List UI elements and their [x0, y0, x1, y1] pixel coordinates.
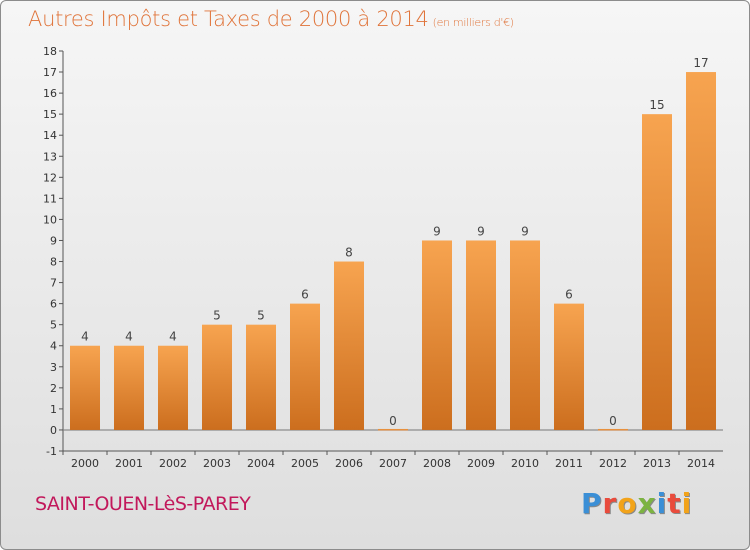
- data-label: 4: [125, 330, 133, 344]
- y-tick-label: 17: [43, 66, 57, 79]
- y-tick-label: 5: [50, 319, 57, 332]
- logo-letter: x: [637, 487, 657, 520]
- x-tick-label: 2009: [467, 457, 495, 470]
- logo-letter: o: [617, 487, 638, 520]
- data-label: 0: [609, 414, 617, 428]
- logo-letter: t: [667, 487, 682, 520]
- data-label: 15: [649, 98, 664, 112]
- bar[interactable]: [598, 428, 628, 431]
- y-tick-label: 6: [50, 298, 57, 311]
- x-tick-label: 2006: [335, 457, 363, 470]
- proxiti-logo[interactable]: Proxiti: [581, 487, 692, 520]
- bar[interactable]: [158, 345, 188, 430]
- y-tick-label: 1: [50, 403, 57, 416]
- y-tick-label: 8: [50, 256, 57, 269]
- x-tick-label: 2012: [599, 457, 627, 470]
- bar[interactable]: [334, 261, 364, 430]
- bar[interactable]: [70, 345, 100, 430]
- data-label: 4: [81, 330, 89, 344]
- x-tick-label: 2007: [379, 457, 407, 470]
- data-label: 4: [169, 330, 177, 344]
- data-label: 5: [213, 309, 221, 323]
- y-tick-label: 11: [43, 192, 57, 205]
- x-tick-label: 2010: [511, 457, 539, 470]
- y-tick-label: 18: [43, 45, 57, 58]
- bar[interactable]: [686, 72, 716, 430]
- data-label: 6: [301, 288, 309, 302]
- x-tick-label: 2004: [247, 457, 275, 470]
- y-tick-label: 4: [50, 340, 57, 353]
- logo-letter: P: [581, 487, 603, 520]
- bar[interactable]: [510, 240, 540, 430]
- x-tick-label: 2000: [71, 457, 99, 470]
- data-label: 9: [521, 224, 529, 238]
- data-label: 0: [389, 414, 397, 428]
- y-tick-label: 12: [43, 171, 57, 184]
- x-tick-label: 2008: [423, 457, 451, 470]
- y-tick-label: 13: [43, 150, 57, 163]
- y-tick-label: 14: [43, 129, 57, 142]
- x-tick-label: 2001: [115, 457, 143, 470]
- logo-letter: i: [656, 487, 668, 520]
- y-tick-label: 16: [43, 87, 57, 100]
- x-tick-label: 2003: [203, 457, 231, 470]
- y-tick-label: 3: [50, 361, 57, 374]
- bar[interactable]: [422, 240, 452, 430]
- bar[interactable]: [202, 324, 232, 430]
- data-label: 8: [345, 246, 353, 260]
- x-tick-label: 2002: [159, 457, 187, 470]
- bar[interactable]: [290, 303, 320, 430]
- y-tick-label: 10: [43, 213, 57, 226]
- bar[interactable]: [246, 324, 276, 430]
- bar[interactable]: [642, 114, 672, 430]
- x-tick-label: 2005: [291, 457, 319, 470]
- x-tick-label: 2011: [555, 457, 583, 470]
- y-tick-label: 9: [50, 234, 57, 247]
- y-tick-label: 0: [50, 424, 57, 437]
- bar[interactable]: [378, 428, 408, 431]
- data-label: 6: [565, 288, 573, 302]
- y-tick-label: 2: [50, 382, 57, 395]
- chart-title: Autres Impôts et Taxes de 2000 à 2014 (en…: [28, 7, 514, 31]
- y-tick-label: 7: [50, 277, 57, 290]
- logo-letter: r: [602, 487, 618, 520]
- bar[interactable]: [466, 240, 496, 430]
- bar[interactable]: [554, 303, 584, 430]
- x-tick-label: 2014: [687, 457, 715, 470]
- chart-subtitle: (en milliers d'€): [432, 16, 514, 29]
- logo-letter: i: [681, 487, 693, 520]
- data-label: 17: [693, 56, 708, 70]
- y-tick-label: -1: [46, 445, 57, 458]
- bar[interactable]: [114, 345, 144, 430]
- commune-name: SAINT-OUEN-LèS-PAREY: [35, 493, 251, 515]
- x-tick-label: 2013: [643, 457, 671, 470]
- data-label: 9: [477, 224, 485, 238]
- y-tick-label: 15: [43, 108, 57, 121]
- data-label: 5: [257, 309, 265, 323]
- data-label: 9: [433, 224, 441, 238]
